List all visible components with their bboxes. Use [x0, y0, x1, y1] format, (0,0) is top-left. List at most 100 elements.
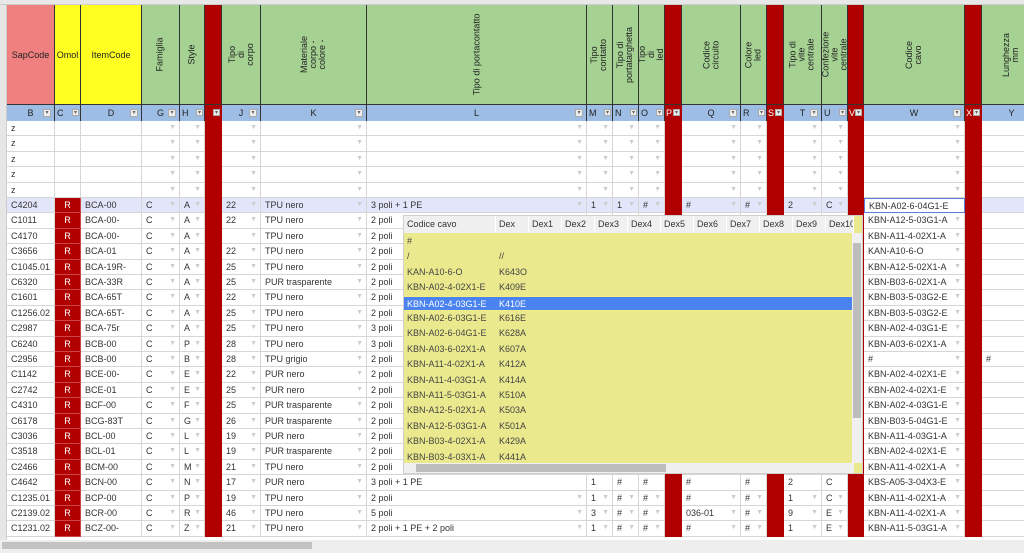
dropdown-arrow-icon[interactable]: ▼ — [169, 247, 176, 255]
blank-row-cell[interactable]: ▼ — [639, 136, 665, 152]
dropdown-arrow-icon[interactable]: ▼ — [250, 247, 257, 255]
cell-w[interactable]: KBN-A12-5-03G1-A ▼ — [864, 213, 965, 229]
cell-k[interactable]: PUR trasparente ▼ — [261, 413, 367, 429]
cell-c[interactable]: R — [55, 305, 81, 322]
dropdown-arrow-icon[interactable]: ▼ — [756, 139, 763, 147]
autofilter-button[interactable]: ▾ — [630, 109, 637, 116]
cell-h[interactable]: E ▼ — [180, 367, 205, 383]
cell-t[interactable]: 2 — [784, 475, 822, 491]
cell-v[interactable] — [848, 475, 864, 491]
dropdown-arrow-icon[interactable]: ▼ — [194, 293, 201, 301]
dropdown-arrow-icon[interactable]: ▼ — [756, 170, 763, 178]
dropdown-arrow-icon[interactable]: ▼ — [356, 278, 363, 285]
blank-row-cell[interactable] — [81, 151, 142, 168]
blank-row-cell[interactable] — [205, 136, 222, 152]
cell-j[interactable]: 17 ▼ — [222, 475, 261, 491]
dropdown-arrow-icon[interactable]: ▼ — [954, 124, 961, 131]
cell-d[interactable]: BCL-01 — [81, 444, 142, 460]
cell-p[interactable] — [665, 521, 682, 537]
blank-row-cell[interactable]: ▼ — [180, 136, 205, 152]
dropdown-arrow-icon[interactable]: ▼ — [250, 293, 257, 301]
cell-l[interactable]: 3 poli + 1 PE ▼ — [367, 198, 587, 214]
autofilter-button[interactable]: ▾ — [249, 109, 257, 117]
dropdown-arrow-icon[interactable]: ▼ — [954, 216, 961, 224]
cell-x[interactable] — [965, 228, 982, 245]
cell-d[interactable]: BCE-00- — [81, 367, 142, 383]
cell-c[interactable]: R — [55, 398, 81, 414]
cell-c[interactable]: R — [55, 244, 81, 260]
blank-row-cell[interactable]: ▼ — [367, 121, 587, 137]
cell-g[interactable]: C ▼ — [142, 382, 180, 399]
blank-row-cell[interactable] — [848, 121, 864, 137]
dropdown-arrow-icon[interactable]: ▼ — [954, 493, 961, 501]
cell-i[interactable] — [205, 444, 222, 460]
cell-h[interactable]: M ▼ — [180, 459, 205, 476]
blank-row-cell[interactable] — [965, 167, 982, 183]
autofilter-button[interactable]: ▾ — [855, 109, 862, 116]
cell-d[interactable]: BCP-00 — [81, 490, 142, 506]
blank-row-cell[interactable]: ▼ — [180, 167, 205, 183]
cell-k[interactable]: PUR nero ▼ — [261, 367, 367, 383]
blank-row-cell[interactable] — [665, 136, 682, 152]
dropdown-arrow-icon[interactable]: ▼ — [837, 509, 844, 516]
cell-l[interactable]: 3 poli + 1 PE — [367, 475, 587, 491]
column-letter-p[interactable]: P ▾ — [665, 105, 682, 121]
cell-q[interactable]: # ▼ — [682, 490, 741, 506]
cell-k[interactable]: TPU nero ▼ — [261, 490, 367, 506]
blank-row-cell[interactable] — [767, 121, 784, 137]
dropdown-option[interactable]: /// — [404, 249, 854, 264]
dropdown-arrow-icon[interactable]: ▼ — [628, 185, 635, 193]
cell-m[interactable]: 3 ▼ — [587, 506, 613, 522]
autofilter-button[interactable]: ▾ — [839, 109, 846, 116]
dropdown-arrow-icon[interactable]: ▼ — [194, 170, 201, 178]
cell-d[interactable]: BCZ-00- — [81, 521, 142, 537]
cell-w[interactable]: KBN-A02-4-02X1-E ▼ — [864, 367, 965, 383]
dropdown-arrow-icon[interactable]: ▼ — [628, 170, 635, 178]
cell-y[interactable]: ▼ — [982, 429, 1024, 445]
blank-row-cell[interactable] — [848, 151, 864, 168]
cell-d[interactable]: BCF-00 — [81, 398, 142, 414]
dropdown-arrow-icon[interactable]: ▼ — [602, 139, 609, 147]
autofilter-button[interactable]: ▾ — [758, 109, 765, 116]
dropdown-arrow-icon[interactable]: ▼ — [356, 462, 363, 470]
dropdown-arrow-icon[interactable]: ▼ — [169, 293, 176, 301]
dropdown-arrow-icon[interactable]: ▼ — [356, 401, 363, 409]
blank-row-cell[interactable]: ▼ — [784, 151, 822, 168]
dropdown-arrow-icon[interactable]: ▼ — [730, 124, 737, 131]
cell-m[interactable]: 1 ▼ — [587, 521, 613, 537]
dropdown-arrow-icon[interactable]: ▼ — [169, 355, 176, 362]
cell-c[interactable]: R — [55, 459, 81, 476]
cell-t[interactable]: 1 ▼ — [784, 521, 822, 537]
dropdown-arrow-icon[interactable]: ▼ — [169, 370, 176, 378]
column-letter-l[interactable]: L ▾ — [367, 105, 587, 121]
blank-row-cell[interactable]: ▼ — [222, 136, 261, 152]
blank-row-cell[interactable]: ▼ — [682, 167, 741, 183]
cell-k[interactable]: TPU nero ▼ — [261, 506, 367, 522]
column-letter-k[interactable]: K ▾ — [261, 105, 367, 121]
column-letter-m[interactable]: M ▾ — [587, 105, 613, 121]
cell-d[interactable]: BCA-00 — [81, 198, 142, 214]
cell-i[interactable] — [205, 259, 222, 275]
cell-x[interactable] — [965, 398, 982, 414]
cell-l[interactable]: 5 poli ▼ — [367, 506, 587, 522]
blank-row-cell[interactable]: ▼ — [982, 167, 1024, 183]
blank-row-cell[interactable]: ▼ — [822, 151, 848, 168]
cell-d[interactable]: BCB-00 — [81, 352, 142, 368]
cell-v[interactable] — [848, 198, 864, 214]
dropdown-arrow-icon[interactable]: ▼ — [356, 308, 363, 316]
blank-row-cell[interactable]: ▼ — [822, 182, 848, 198]
cell-h[interactable]: P ▼ — [180, 336, 205, 352]
autofilter-button[interactable]: ▾ — [953, 109, 961, 117]
blank-row-cell[interactable]: ▼ — [822, 136, 848, 152]
cell-k[interactable]: TPU nero ▼ — [261, 213, 367, 229]
cell-i[interactable] — [205, 336, 222, 352]
cell-g[interactable]: C ▼ — [142, 429, 180, 445]
cell-h[interactable]: A ▼ — [180, 259, 205, 275]
blank-row-cell[interactable]: ▼ — [587, 167, 613, 183]
dropdown-arrow-icon[interactable]: ▼ — [954, 385, 961, 393]
cell-h[interactable]: A ▼ — [180, 305, 205, 322]
cell-c[interactable]: R — [55, 228, 81, 245]
cell-g[interactable]: C ▼ — [142, 506, 180, 522]
cell-x[interactable] — [965, 475, 982, 491]
dropdown-arrow-icon[interactable]: ▼ — [194, 139, 201, 147]
